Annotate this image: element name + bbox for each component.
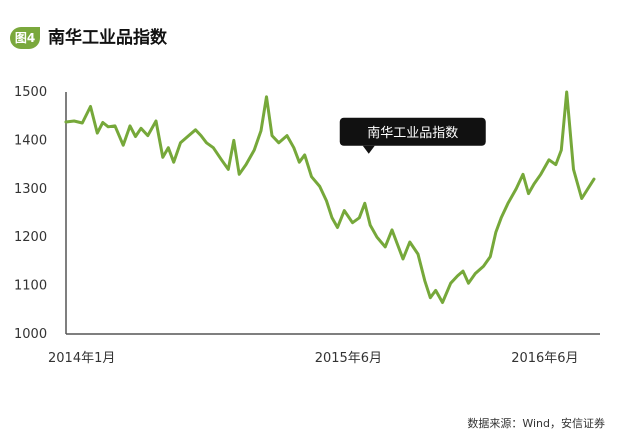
x-tick-label: 2014年1月 xyxy=(48,351,115,366)
y-tick-label: 1000 xyxy=(14,327,47,342)
y-axis-ticks: 1000 1100 1200 1300 1400 1500 xyxy=(14,85,47,342)
annotation-box xyxy=(339,117,486,146)
y-tick-label: 1500 xyxy=(14,85,47,100)
y-tick-label: 1100 xyxy=(14,279,47,294)
series-line-nanhua-index xyxy=(64,90,596,304)
y-tick-label: 1400 xyxy=(14,133,47,148)
x-tick-label: 2016年6月 xyxy=(511,351,578,366)
series-annotation: 南华工业品指数 xyxy=(339,117,486,154)
annotation-label: 南华工业品指数 xyxy=(367,125,458,141)
figure-badge: 图4 xyxy=(10,27,40,49)
x-tick-label: 2015年6月 xyxy=(315,351,382,366)
x-axis-ticks: 2014年1月 2015年6月 2016年6月 xyxy=(48,351,579,366)
data-source-note: 数据来源：Wind，安信证券 xyxy=(467,417,605,430)
y-tick-label: 1300 xyxy=(14,182,47,197)
y-tick-label: 1200 xyxy=(14,230,47,245)
annotation-pointer xyxy=(362,145,375,154)
figure-title: 南华工业品指数 xyxy=(48,28,167,48)
